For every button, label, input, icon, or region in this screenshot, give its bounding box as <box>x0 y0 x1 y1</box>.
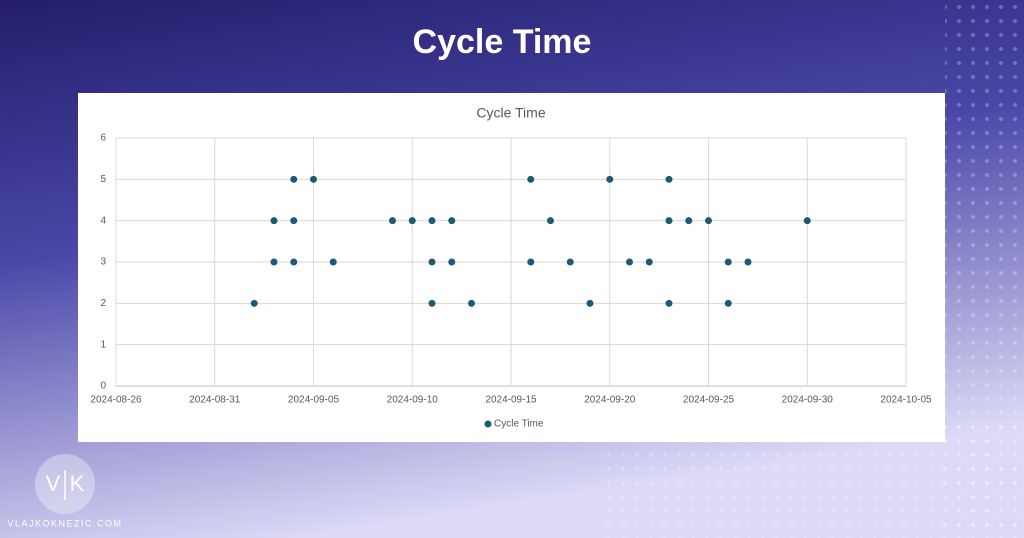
logo-letter: K <box>70 471 85 496</box>
logo-letter: V <box>46 471 61 496</box>
y-tick-label: 0 <box>100 381 106 392</box>
legend-marker <box>484 420 492 428</box>
y-tick-label: 6 <box>100 133 106 144</box>
data-point <box>408 217 416 225</box>
page-title: Cycle Time <box>413 23 592 61</box>
x-tick-label: 2024-09-25 <box>683 395 735 406</box>
y-tick-label: 4 <box>100 215 106 226</box>
data-point <box>685 217 693 225</box>
data-point <box>724 299 732 307</box>
plot: 0 1 2 3 4 5 6 2024-08-26 2024-08-31 2024-09-05 202… <box>90 133 932 430</box>
data-point <box>468 299 475 307</box>
data-point <box>389 217 396 225</box>
x-tick-label: 2024-09-10 <box>387 395 439 406</box>
data-point <box>665 175 673 183</box>
data-point <box>270 217 278 225</box>
x-tick-label: 2024-09-20 <box>584 395 636 406</box>
y-tick-label: 5 <box>100 174 106 185</box>
site-name: VLAJKOKNEZIC.COM <box>7 518 122 528</box>
data-point <box>626 258 633 266</box>
data-point <box>310 175 317 183</box>
data-point <box>803 217 811 225</box>
data-point <box>428 217 436 225</box>
x-tick-label: 2024-09-30 <box>782 395 834 406</box>
data-point <box>329 258 337 266</box>
y-tick-label: 2 <box>100 298 106 309</box>
x-tick-label: 2024-08-31 <box>189 395 241 406</box>
x-tick-label: 2024-08-26 <box>90 395 142 406</box>
data-point <box>428 299 436 307</box>
x-tick-label: 2024-10-05 <box>880 395 932 406</box>
data-point <box>448 217 456 225</box>
x-tick-label: 2024-09-05 <box>288 395 340 406</box>
data-point <box>586 299 594 307</box>
legend-label: Cycle Time <box>494 419 544 430</box>
data-point <box>290 217 298 225</box>
data-point <box>665 299 673 307</box>
data-point <box>744 258 752 266</box>
y-tick-label: 3 <box>100 257 106 268</box>
data-point <box>290 175 298 183</box>
data-point <box>428 258 436 266</box>
data-point <box>527 175 535 183</box>
x-tick-label: 2024-09-15 <box>485 395 537 406</box>
chart-title: Cycle Time <box>476 105 545 121</box>
data-point <box>606 175 614 183</box>
dot-pattern <box>945 0 1024 538</box>
data-point <box>270 258 278 266</box>
data-point <box>566 258 574 266</box>
data-point <box>448 258 456 266</box>
y-tick-label: 1 <box>100 339 106 350</box>
data-point <box>547 217 554 225</box>
data-point <box>290 258 298 266</box>
data-point <box>665 217 673 225</box>
data-point <box>250 299 258 307</box>
data-point <box>705 217 712 225</box>
data-point <box>527 258 535 266</box>
data-point <box>645 258 653 266</box>
data-point <box>724 258 732 266</box>
